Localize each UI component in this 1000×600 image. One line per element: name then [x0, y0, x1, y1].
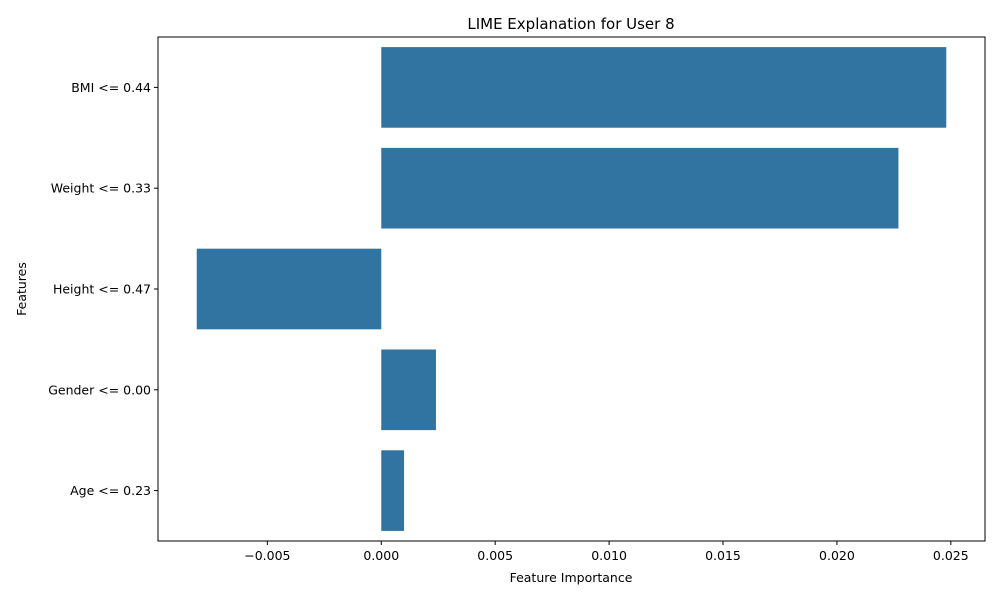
x-tick-label: 0.025 [933, 548, 969, 563]
x-tick-label: 0.015 [705, 548, 741, 563]
bar [381, 147, 899, 229]
x-tick-label: 0.000 [363, 548, 399, 563]
y-axis-title: Features [14, 262, 29, 316]
plot-frame [157, 36, 986, 542]
y-tick-label: BMI <= 0.44 [71, 80, 151, 95]
y-tick-label: Weight <= 0.33 [51, 181, 151, 196]
bar [381, 349, 436, 431]
x-axis-ticks: −0.005 0.000 0.005 0.010 0.015 0.020 0.025 [244, 541, 969, 563]
y-tick-label: Age <= 0.23 [70, 483, 151, 498]
x-tick-label: 0.010 [591, 548, 627, 563]
y-tick-label: Height <= 0.47 [53, 282, 151, 297]
bar [381, 450, 405, 531]
x-tick-label: 0.005 [477, 548, 513, 563]
x-tick-label: −0.005 [244, 548, 290, 563]
bars-group [196, 47, 947, 531]
y-tick-label: Gender <= 0.00 [48, 382, 151, 397]
chart-title: LIME Explanation for User 8 [467, 15, 674, 33]
x-tick-label: 0.020 [819, 548, 855, 563]
y-axis-ticks: BMI <= 0.44 Weight <= 0.33 Height <= 0.47 G… [48, 80, 158, 498]
x-axis-title: Feature Importance [510, 570, 633, 585]
bar [196, 248, 382, 330]
bar [381, 47, 947, 128]
